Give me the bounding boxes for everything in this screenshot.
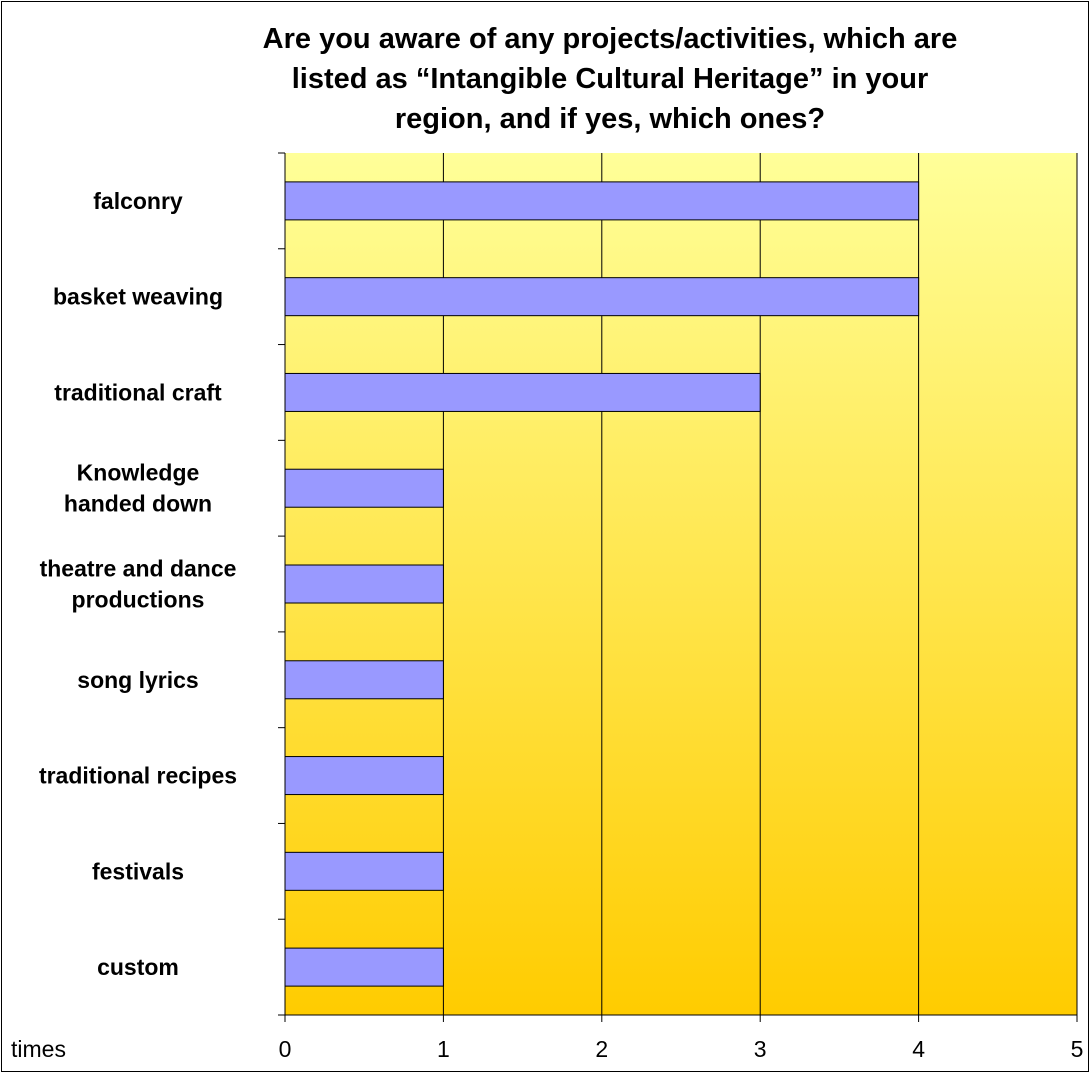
- chart-title-line: region, and if yes, which ones?: [395, 103, 825, 135]
- x-tick-label: 1: [437, 1036, 450, 1062]
- category-label: productions: [72, 587, 205, 613]
- category-label: song lyrics: [77, 667, 198, 693]
- y-axis-ticks: [278, 152, 285, 1016]
- chart-title-line: listed as “Intangible Cultural Heritage”…: [292, 63, 929, 95]
- category-label: festivals: [92, 858, 184, 884]
- bar: [284, 756, 444, 796]
- category-labels: falconry basket weaving traditional craft K…: [39, 188, 237, 980]
- category-label: traditional recipes: [39, 763, 237, 789]
- x-axis-ticks: 0 1 2 3 4 5: [279, 1015, 1084, 1062]
- category-label: basket weaving: [53, 284, 223, 310]
- bar: [284, 277, 920, 317]
- bar: [284, 851, 444, 891]
- category-label: handed down: [64, 491, 212, 517]
- x-tick-label: 4: [912, 1036, 925, 1062]
- category-label: falconry: [93, 188, 183, 214]
- category-label: traditional craft: [54, 379, 222, 405]
- category-label: theatre and dance: [40, 556, 237, 582]
- bar: [284, 181, 920, 221]
- x-tick-label: 3: [754, 1036, 767, 1062]
- bar: [284, 372, 761, 412]
- x-axis-unit-label: times: [11, 1036, 66, 1062]
- chart-title: Are you aware of any projects/activities…: [263, 23, 958, 135]
- chart-title-line: Are you aware of any projects/activities…: [263, 23, 958, 55]
- x-tick-label: 5: [1071, 1036, 1084, 1062]
- bar: [284, 660, 444, 700]
- bar: [284, 564, 444, 604]
- bar: [284, 947, 444, 987]
- bar: [284, 468, 444, 508]
- bars: [284, 181, 920, 987]
- x-tick-label: 2: [595, 1036, 608, 1062]
- x-tick-label: 0: [279, 1036, 292, 1062]
- category-label: custom: [97, 954, 179, 980]
- category-label: Knowledge: [77, 460, 200, 486]
